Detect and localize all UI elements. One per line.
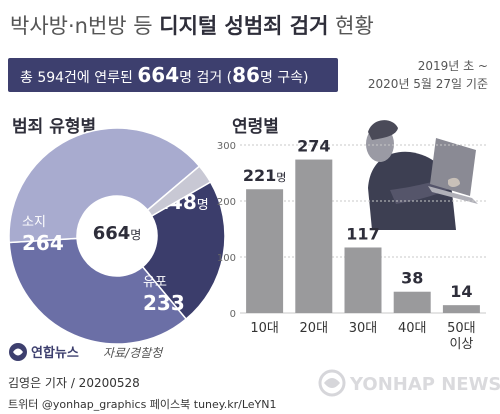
- pie-label-2: 소지: [22, 215, 46, 230]
- person-with-laptop-illustration: [366, 120, 478, 230]
- bar-value-label-0: 221명: [243, 166, 287, 185]
- pie-slice-1: [8, 237, 188, 345]
- x-category-label-4: 50대: [447, 321, 476, 336]
- bar-1: [295, 159, 333, 313]
- watermark-icon: [318, 369, 346, 397]
- pie-center-unit: 명: [130, 228, 141, 242]
- pie-slice-2: [8, 127, 201, 244]
- bar-value-label-3: 38: [401, 269, 423, 288]
- banner-mid: 명 검거 (: [179, 70, 232, 86]
- pie-center-value: 664: [93, 223, 131, 244]
- bar-2: [344, 247, 382, 313]
- byline: 김영은 기자 / 20200528: [8, 376, 140, 390]
- pie-chart: 제작·운영148명유포233소지264: [8, 127, 226, 345]
- pie-center-hole: [77, 196, 157, 276]
- source-text: 자료/경찰청: [103, 346, 164, 360]
- page-title: 박사방·n번방 등 디지털 성범죄 검거 현황: [10, 14, 374, 38]
- bar-4: [442, 305, 480, 313]
- y-tick-label: 100: [217, 253, 236, 264]
- title-light-part: 박사방·n번방 등: [10, 14, 159, 38]
- bar-value-label-1: 274: [297, 137, 330, 156]
- x-category-label-4: 이상: [449, 337, 473, 352]
- bar-0: [246, 189, 284, 313]
- period-line-1: 2019년 초 ~: [418, 59, 488, 73]
- pie-value-2: 264: [22, 231, 64, 255]
- banner-arrest-count: 86: [232, 63, 260, 87]
- bar-value-label-4: 14: [450, 282, 472, 301]
- x-category-label-2: 30대: [349, 321, 378, 336]
- banner-prefix: 총 594건에 연루된: [20, 70, 137, 86]
- x-category-label-3: 40대: [398, 321, 427, 336]
- y-tick-label: 200: [217, 197, 236, 208]
- social-handles: 트위터 @yonhap_graphics 페이스북 tuney.kr/LeYN1: [8, 398, 276, 411]
- pie-slice-3: [146, 165, 212, 218]
- bar-value-label-2: 117: [346, 224, 379, 243]
- banner-total-count: 664: [137, 63, 179, 87]
- pie-slice-0: [141, 180, 226, 321]
- period-line-2: 2020년 5월 27일 기준: [368, 77, 488, 91]
- title-bold-part: 디지털 성범죄 검거: [159, 14, 328, 38]
- yonhap-logo: 연합뉴스: [9, 343, 79, 361]
- pie-label-1: 유포: [143, 275, 167, 290]
- pie-heading: 범죄 유형별: [12, 116, 96, 137]
- y-tick-label: 300: [217, 141, 236, 152]
- bar-heading: 연령별: [232, 116, 279, 137]
- watermark-text: YONHAP NEWS: [349, 374, 500, 395]
- pie-value-1: 233: [143, 291, 185, 315]
- banner-suffix: 명 구속): [260, 70, 309, 86]
- bar-3: [393, 291, 431, 313]
- x-category-label-0: 10대: [250, 321, 279, 336]
- y-tick-label: 0: [230, 309, 236, 320]
- summary-text: 총 594건에 연루된 664명 검거 (86명 구속): [20, 63, 309, 87]
- pie-center-total: 664명: [93, 223, 142, 244]
- logo-text: 연합뉴스: [31, 345, 79, 361]
- bar-chart: 0 100 200 300 221명 10대 274 20대 117 30대 38 40대 14 50대이…: [217, 137, 486, 352]
- summary-banner: [8, 58, 338, 92]
- x-category-label-1: 20대: [300, 321, 329, 336]
- yonhap-watermark: YONHAP NEWS: [318, 369, 500, 397]
- title-suffix: 현황: [328, 14, 373, 38]
